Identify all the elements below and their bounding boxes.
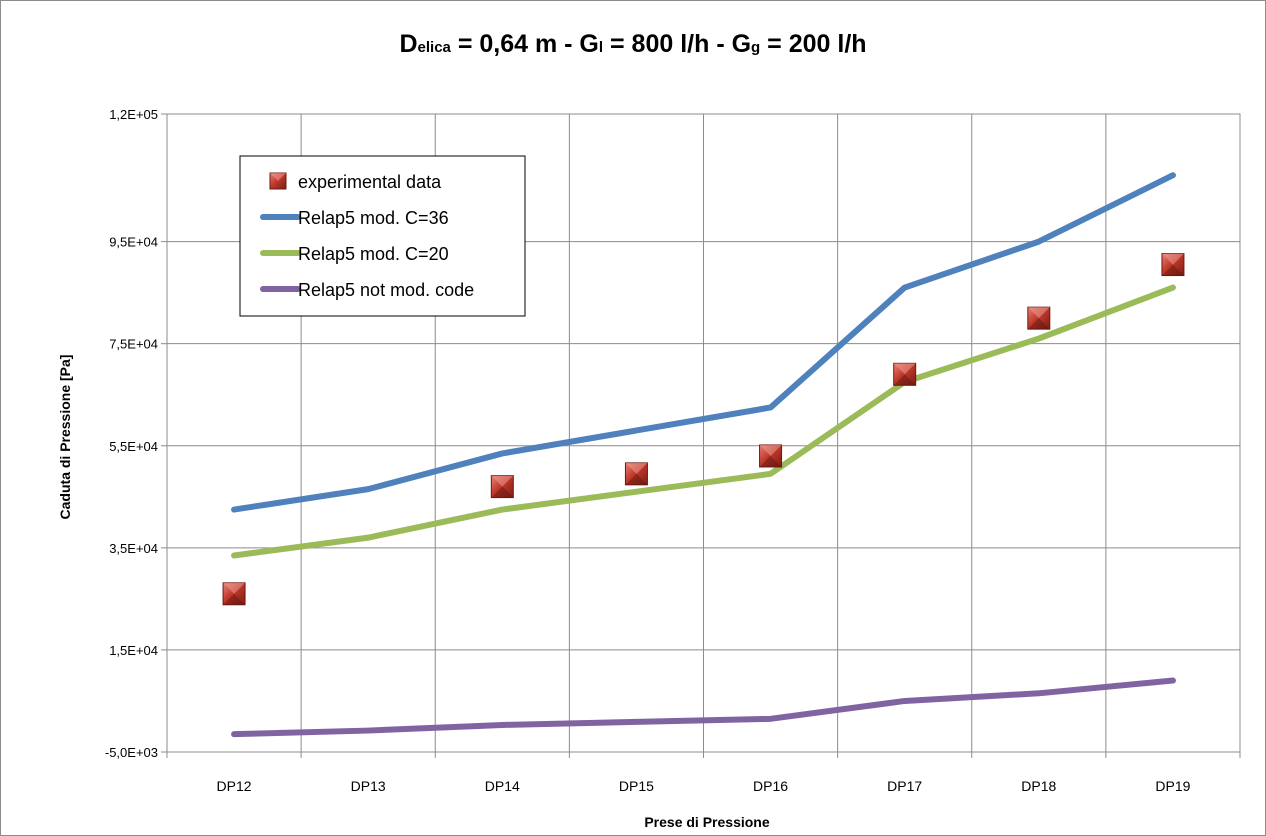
title-part: g bbox=[751, 39, 761, 56]
grid-lines bbox=[166, 113, 1241, 753]
series-markers bbox=[222, 253, 1185, 606]
x-tick-label: DP12 bbox=[217, 778, 252, 794]
x-tick-label: DP16 bbox=[753, 778, 788, 794]
y-tick-label: 1,2E+05 bbox=[109, 107, 158, 122]
legend-label: Relap5 mod. C=36 bbox=[298, 208, 449, 228]
legend-label: experimental data bbox=[298, 172, 442, 192]
y-axis-label: Caduta di Pressione [Pa] bbox=[57, 355, 73, 520]
chart-title: Delica = 0,64 m - Gl = 800 l/h - Gg = 20… bbox=[0, 30, 1266, 59]
data-point-marker bbox=[490, 475, 514, 499]
x-tick-label: DP15 bbox=[619, 778, 654, 794]
title-part: l bbox=[598, 39, 604, 56]
x-tick-label: DP19 bbox=[1155, 778, 1190, 794]
y-tick-label: 9,5E+04 bbox=[109, 235, 158, 250]
x-axis-ticks: DP12 DP13 DP14 DP15 DP16 DP17 DP18 DP19 bbox=[166, 752, 1241, 794]
x-axis-label: Prese di Pressione bbox=[644, 814, 770, 830]
title-part: = 200 l/h bbox=[760, 30, 867, 58]
data-point-marker bbox=[893, 362, 917, 386]
title-part: = 0,64 m - G bbox=[450, 30, 599, 58]
title-part: D bbox=[399, 30, 418, 58]
y-tick-label: 5,5E+04 bbox=[109, 439, 158, 454]
series-line bbox=[231, 677, 1176, 738]
data-point-marker bbox=[1027, 306, 1051, 330]
x-tick-label: DP14 bbox=[485, 778, 520, 794]
title-part: = 800 l/h - G bbox=[603, 30, 752, 58]
y-tick-label: 3,5E+04 bbox=[109, 541, 158, 556]
data-point-marker bbox=[759, 444, 783, 468]
data-point-marker bbox=[222, 582, 246, 606]
data-point-marker bbox=[1161, 253, 1185, 277]
x-tick-label: DP17 bbox=[887, 778, 922, 794]
legend-label: Relap5 mod. C=20 bbox=[298, 244, 449, 264]
y-tick-label: 1,5E+04 bbox=[109, 643, 158, 658]
legend: experimental data Relap5 mod. C=36 Relap5 … bbox=[239, 155, 526, 317]
x-tick-label: DP13 bbox=[351, 778, 386, 794]
x-tick-label: DP18 bbox=[1021, 778, 1056, 794]
data-point-marker bbox=[624, 462, 648, 486]
y-tick-label: -5,0E+03 bbox=[105, 745, 158, 760]
y-tick-label: 7,5E+04 bbox=[109, 337, 158, 352]
series-line bbox=[231, 284, 1176, 559]
legend-label: Relap5 not mod. code bbox=[298, 280, 474, 300]
y-axis-ticks: -5,0E+03 1,5E+04 3,5E+04 5,5E+04 7,5E+04 9,5E… bbox=[105, 107, 167, 760]
legend-swatch bbox=[269, 172, 287, 190]
title-part: elica bbox=[417, 39, 451, 56]
series-lines bbox=[231, 172, 1176, 738]
series-line bbox=[231, 172, 1176, 513]
